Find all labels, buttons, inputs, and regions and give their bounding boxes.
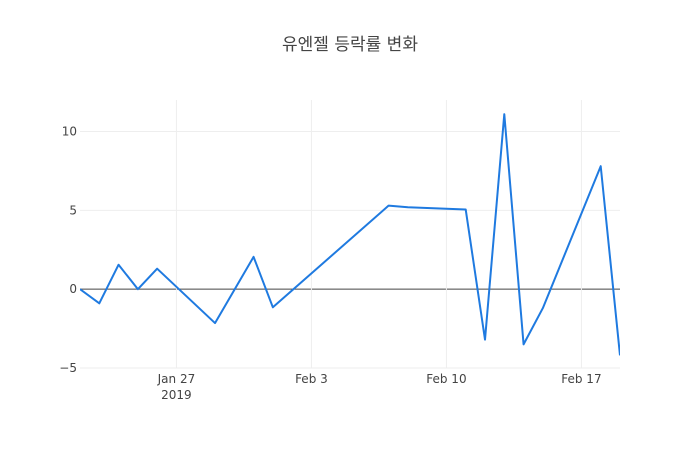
series-line — [80, 113, 620, 356]
x-tick-label: Feb 10 — [426, 372, 466, 386]
y-tick-label: 10 — [62, 125, 77, 139]
x-tick-label: Jan 27 — [157, 372, 196, 386]
series-layer — [80, 113, 620, 356]
y-tick-label: 0 — [69, 282, 77, 296]
x-tick-sublabel: 2019 — [161, 388, 192, 402]
x-tick-label: Feb 17 — [561, 372, 601, 386]
y-tick-label: −5 — [59, 361, 77, 375]
x-tick-label: Feb 3 — [295, 372, 328, 386]
y-tick-label: 5 — [69, 203, 77, 217]
grid — [80, 100, 620, 369]
axes: −5 0 5 10 Jan 27 2019 Feb 3 Feb 10 Feb 17 — [59, 125, 601, 402]
chart-title: 유엔젤 등락률 변화 — [282, 35, 418, 55]
